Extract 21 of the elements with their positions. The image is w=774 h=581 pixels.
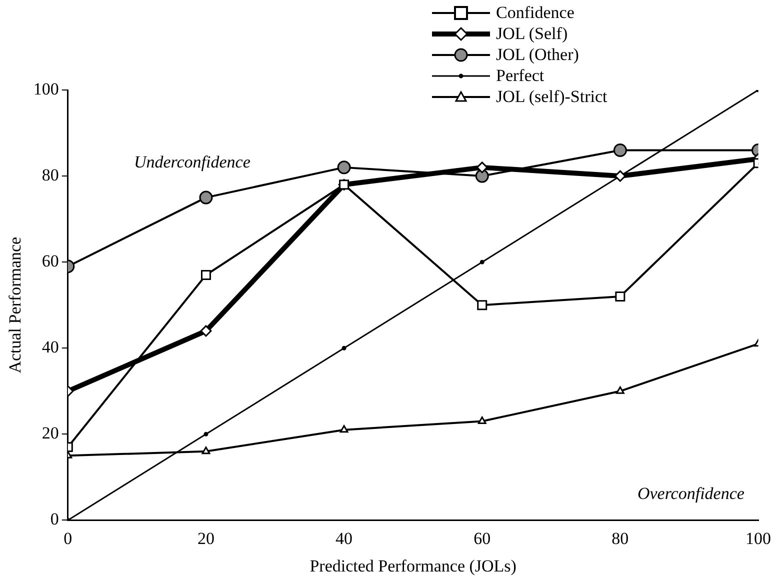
y-tick-label: 40 [42,338,59,357]
x-tick-label: 80 [612,528,629,548]
x-tick-label: 0 [64,528,72,548]
x-tick-label: 100 [746,528,771,548]
legend-label: Confidence [496,2,574,22]
legend-label: Perfect [496,66,544,86]
legend-label: JOL (self)-Strict [496,86,608,106]
annotation: Underconfidence [134,152,251,172]
y-tick-label: 20 [42,424,59,443]
x-tick-label: 60 [474,528,491,548]
y-tick-label: 60 [42,252,59,271]
annotation: Overconfidence [637,484,745,503]
legend-label: JOL (Self) [496,24,568,44]
y-tick-label: 100 [33,79,59,98]
x-tick-label: 40 [336,528,353,548]
x-axis-title: Predicted Performance (JOLs) [310,556,516,576]
x-tick-label: 20 [197,528,214,548]
y-tick-label: 80 [42,166,59,185]
y-axis-title: Actual Performance [6,236,25,374]
legend-label: JOL (Other) [496,44,579,64]
y-tick-label: 0 [50,510,59,529]
